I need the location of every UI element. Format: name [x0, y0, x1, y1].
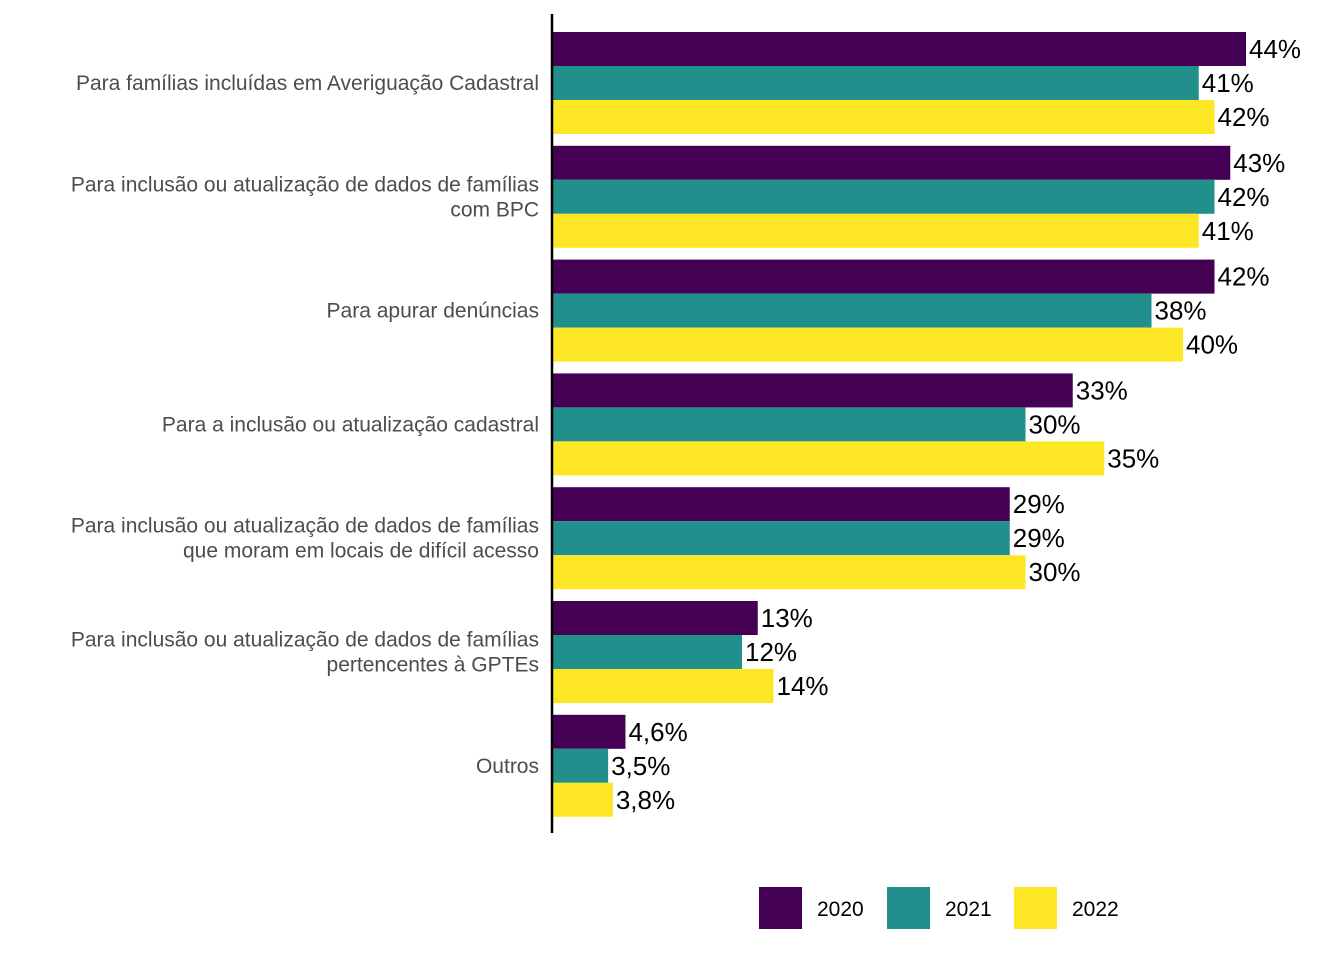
category-label: Para a inclusão ou atualização cadastral — [162, 413, 539, 436]
data-label-2021: 30% — [1029, 409, 1081, 439]
bar-2020 — [553, 487, 1010, 522]
category-label-line: Para a inclusão ou atualização cadastral — [162, 413, 539, 436]
bar-2022 — [553, 782, 613, 817]
data-label-2022: 30% — [1029, 557, 1081, 587]
bar-2022 — [553, 100, 1215, 134]
data-label-2022: 35% — [1107, 443, 1159, 473]
category-label: Para famílias incluídas em Averiguação C… — [76, 72, 539, 95]
data-label-2020: 4,6% — [628, 717, 687, 747]
data-label-2022: 41% — [1202, 216, 1254, 246]
data-label-2021: 3,5% — [611, 751, 670, 781]
data-label-2020: 33% — [1076, 375, 1128, 405]
data-label-2020: 42% — [1218, 262, 1270, 292]
bar-2021 — [553, 521, 1010, 556]
data-label-2020: 13% — [761, 603, 813, 633]
legend-swatch-2021 — [887, 887, 930, 929]
bar-2021 — [553, 66, 1199, 100]
category-label-line: Para inclusão ou atualização de dados de… — [71, 173, 539, 196]
bar-2021 — [553, 635, 742, 669]
data-label-2020: 29% — [1013, 489, 1065, 519]
category-label: Para inclusão ou atualização de dados de… — [71, 173, 539, 221]
category-label: Para apurar denúncias — [327, 300, 539, 323]
bar-2020 — [553, 714, 626, 749]
data-label-2022: 14% — [777, 671, 829, 701]
legend-label-2021: 2021 — [945, 898, 992, 921]
data-label-2022: 3,8% — [616, 785, 675, 815]
bar-2021 — [553, 293, 1152, 328]
data-label-2021: 38% — [1155, 296, 1207, 326]
category-label: Para inclusão ou atualização de dados de… — [71, 515, 539, 563]
bar-2020 — [553, 259, 1215, 294]
bar-2022 — [553, 555, 1026, 590]
data-label-2021: 41% — [1202, 68, 1254, 98]
bars-layer — [553, 32, 1246, 817]
bar-2021 — [553, 179, 1215, 214]
category-labels: Para famílias incluídas em Averiguação C… — [71, 72, 539, 778]
legend-label-2020: 2020 — [817, 898, 864, 921]
category-label: Para inclusão ou atualização de dados de… — [71, 629, 539, 677]
category-label-line: Para inclusão ou atualização de dados de… — [71, 515, 539, 538]
legend-swatch-2020 — [759, 887, 802, 929]
legend-swatch-2022 — [1014, 887, 1057, 929]
data-label-2020: 44% — [1249, 34, 1301, 64]
category-label: Outros — [476, 755, 539, 778]
bar-2022 — [553, 441, 1105, 476]
category-label-line: Outros — [476, 755, 539, 778]
bar-2022 — [553, 327, 1183, 362]
data-label-2021: 12% — [745, 637, 797, 667]
bar-2021 — [553, 407, 1026, 442]
bar-2020 — [553, 373, 1073, 408]
data-label-2022: 42% — [1218, 102, 1270, 132]
category-label-line: Para apurar denúncias — [327, 300, 539, 323]
bar-2020 — [553, 145, 1231, 180]
category-label-line: com BPC — [450, 198, 539, 221]
bar-2020 — [553, 32, 1246, 66]
category-label-line: Para inclusão ou atualização de dados de… — [71, 629, 539, 652]
category-label-line: Para famílias incluídas em Averiguação C… — [76, 72, 539, 95]
bar-2022 — [553, 213, 1199, 248]
data-label-2022: 40% — [1186, 330, 1238, 360]
legend-label-2022: 2022 — [1072, 898, 1119, 921]
data-label-2021: 29% — [1013, 523, 1065, 553]
data-label-2021: 42% — [1218, 182, 1270, 212]
value-labels: 44% 41% 42% 43% 42% 41% 42% 38% 40% 33% 30% 35% 29% 2… — [611, 34, 1301, 815]
bar-2021 — [553, 748, 609, 783]
category-label-line: pertencentes à GPTEs — [327, 654, 539, 677]
legend: 2020 2021 2022 — [759, 887, 1119, 929]
category-label-line: que moram em locais de difícil acesso — [183, 540, 539, 563]
bar-2020 — [553, 601, 758, 635]
bar-2022 — [553, 669, 774, 703]
data-label-2020: 43% — [1233, 148, 1285, 178]
